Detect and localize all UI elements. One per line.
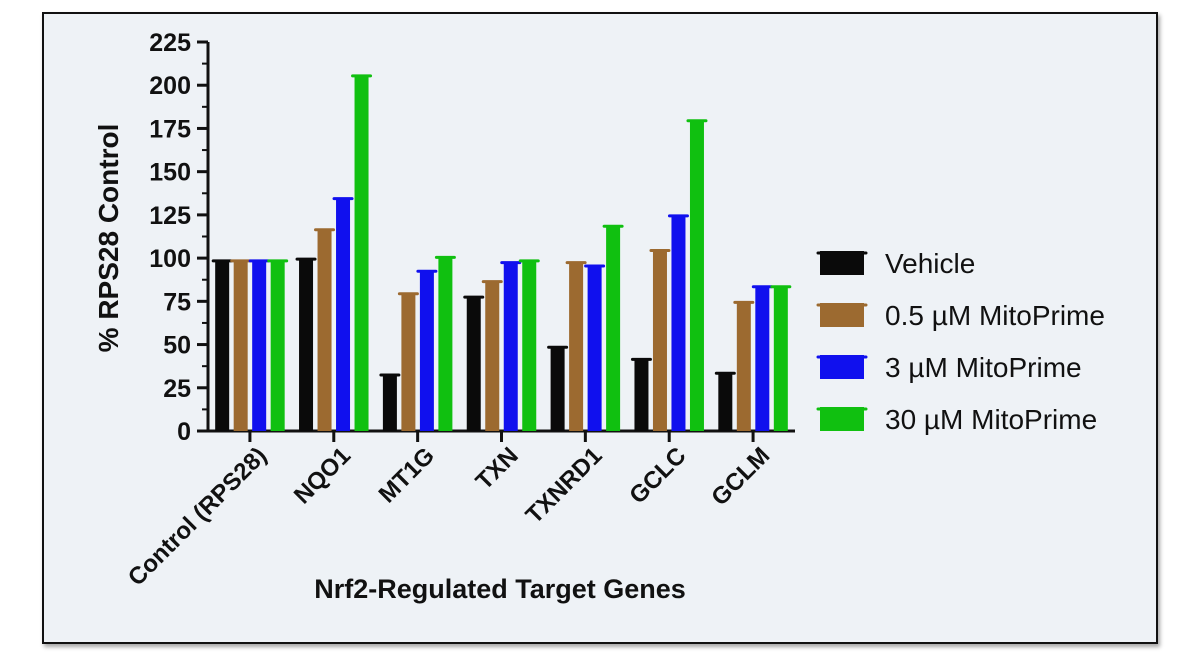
- bar: [755, 285, 770, 431]
- legend-swatch: [820, 251, 864, 275]
- bar: [354, 74, 369, 432]
- legend-label: Vehicle: [885, 248, 975, 279]
- legend-label: 30 µM MitoPrime: [885, 404, 1097, 435]
- bars: [211, 74, 792, 432]
- x-tick-label: Control (RPS28): [123, 442, 272, 591]
- y-tick-label: 225: [149, 29, 191, 57]
- bar: [233, 259, 248, 431]
- y-tick-label: 50: [163, 332, 191, 360]
- bar: [401, 292, 416, 431]
- legend-label: 3 µM MitoPrime: [885, 352, 1082, 383]
- x-axis-label: Nrf2-Regulated Target Genes: [314, 574, 686, 604]
- x-tick-label: NQO1: [289, 442, 356, 509]
- x-tick-label: MT1G: [374, 442, 440, 508]
- y-tick-label: 175: [149, 115, 191, 143]
- y-tick-label: 200: [149, 72, 191, 100]
- bar: [652, 249, 667, 431]
- bar: [569, 261, 584, 431]
- bar: [317, 228, 332, 431]
- y-tick-label: 100: [149, 245, 191, 273]
- y-axis: 0 25 50 75 100 125 150 175 200 225: [149, 29, 210, 446]
- bar: [689, 119, 704, 432]
- bar: [550, 346, 565, 431]
- bar: [252, 259, 267, 431]
- y-axis-label: % RPS28 Control: [93, 124, 124, 353]
- bar: [606, 225, 621, 431]
- y-tick-label: 75: [163, 288, 191, 316]
- legend-label: 0.5 µM MitoPrime: [885, 300, 1105, 331]
- x-tick-label: TXNRD1: [521, 442, 608, 529]
- bar: [336, 197, 351, 431]
- bar: [671, 214, 686, 431]
- bar: [299, 258, 314, 431]
- bar: [270, 259, 285, 431]
- y-tick-label: 25: [163, 375, 191, 403]
- legend-swatch: [820, 303, 864, 327]
- bar: [419, 270, 434, 431]
- bar: [773, 285, 788, 431]
- legend: Vehicle 0.5 µM MitoPrime 3 µM MitoPrime 30 …: [816, 248, 1105, 435]
- bar: [522, 259, 537, 431]
- bar: [736, 301, 751, 431]
- bar: [503, 261, 518, 431]
- bar: [587, 265, 602, 431]
- bar: [485, 280, 500, 431]
- bar: [634, 358, 649, 431]
- bar: [382, 373, 397, 431]
- x-tick-label: TXN: [471, 442, 524, 495]
- x-tick-label: GCLM: [706, 442, 775, 511]
- bar: [215, 259, 230, 431]
- bar: [438, 256, 453, 431]
- legend-swatch: [820, 355, 864, 379]
- legend-swatch: [820, 407, 864, 431]
- x-tick-label: GCLC: [624, 442, 691, 509]
- bar: [718, 372, 733, 431]
- y-tick-label: 150: [149, 159, 191, 187]
- bar: [466, 296, 481, 431]
- y-tick-label: 0: [177, 418, 191, 446]
- y-tick-label: 125: [149, 202, 191, 230]
